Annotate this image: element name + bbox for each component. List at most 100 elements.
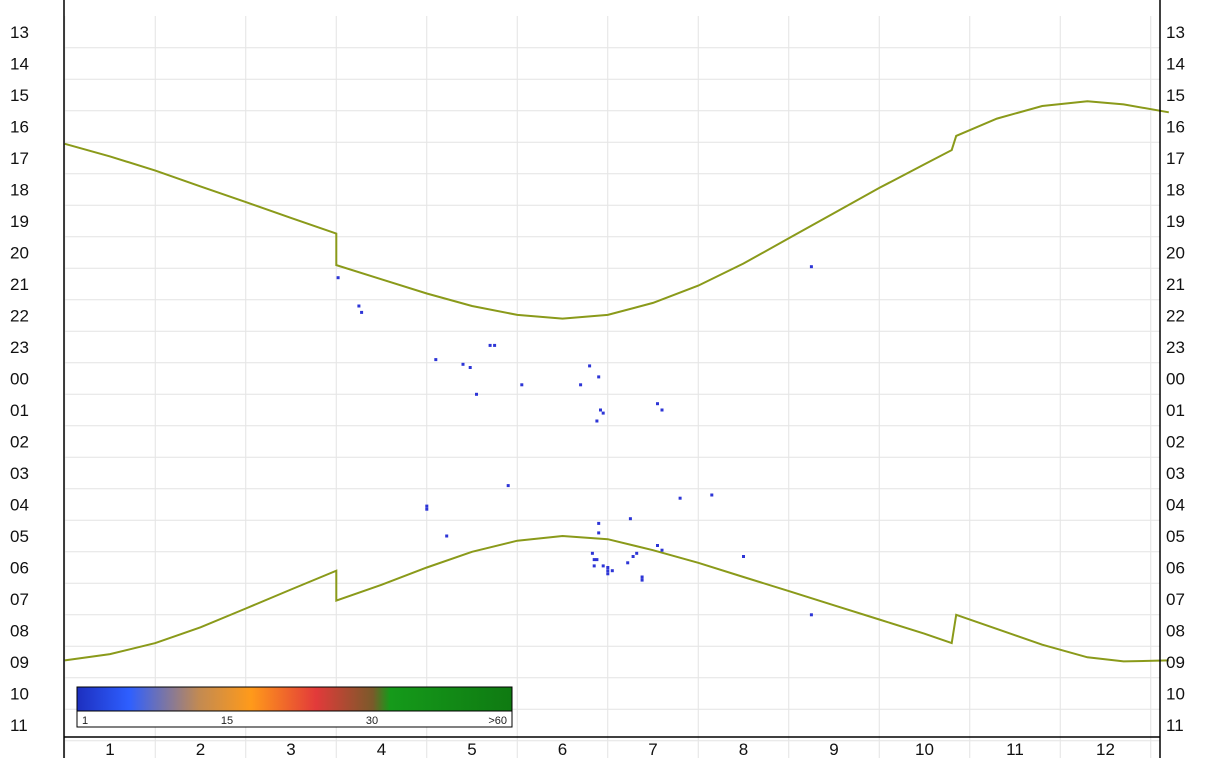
x-tick-label: 9 <box>829 740 838 758</box>
y-tick-label-left: 09 <box>10 653 29 672</box>
curves <box>64 100 1169 663</box>
y-tick-label-left: 00 <box>10 370 29 389</box>
x-tick-label: 5 <box>467 740 476 758</box>
y-tick-label-right: 03 <box>1166 464 1185 483</box>
lower-boundary-curve <box>64 534 1169 663</box>
data-point <box>610 569 614 573</box>
data-point <box>360 310 364 314</box>
data-point <box>597 531 601 535</box>
data-point <box>425 507 429 511</box>
data-point <box>445 534 449 538</box>
y-tick-label-right: 04 <box>1166 496 1185 515</box>
y-tick-label-right: 21 <box>1166 275 1185 294</box>
y-tick-label-left: 21 <box>10 275 29 294</box>
x-tick-label: 8 <box>739 740 748 758</box>
x-tick-labels: 1 2 3 4 5 6 7 8 9 10 11 12 <box>105 740 1115 758</box>
y-tick-label-left: 19 <box>10 212 29 231</box>
y-tick-label-left: 06 <box>10 559 29 578</box>
colorbar-label-strip <box>76 710 513 728</box>
y-tick-label-left: 13 <box>10 23 29 42</box>
y-tick-label-left: 20 <box>10 244 29 263</box>
y-tick-label-left: 16 <box>10 118 29 137</box>
data-point <box>597 375 601 379</box>
grid-lines <box>64 16 1160 758</box>
x-tick-label: 10 <box>915 740 934 758</box>
colorbar-tick-label: 30 <box>366 715 378 727</box>
data-point <box>506 484 510 488</box>
data-point <box>461 362 465 366</box>
data-point <box>809 613 813 617</box>
y-tick-label-left: 10 <box>10 685 29 704</box>
x-tick-label: 2 <box>196 740 205 758</box>
y-tick-label-left: 07 <box>10 590 29 609</box>
y-tick-label-right: 14 <box>1166 55 1185 74</box>
y-tick-label-right: 08 <box>1166 622 1185 641</box>
colorbar-gradient <box>77 687 512 711</box>
x-tick-label: 11 <box>1006 740 1024 758</box>
y-tick-label-right: 15 <box>1166 86 1185 105</box>
colorbar-frame <box>76 686 513 728</box>
data-point <box>710 493 714 497</box>
data-point <box>595 419 599 423</box>
data-point <box>357 304 361 308</box>
y-tick-label-left: 23 <box>10 338 29 357</box>
data-point <box>742 555 745 558</box>
y-tick-label-left: 15 <box>10 86 29 105</box>
data-point <box>468 366 472 369</box>
y-tick-label-right: 13 <box>1166 23 1185 42</box>
data-point <box>606 572 610 576</box>
data-point <box>475 392 478 396</box>
colorbar-tick-label: 15 <box>221 715 233 727</box>
data-point <box>597 521 601 525</box>
x-tick-label: 12 <box>1096 740 1115 758</box>
data-point <box>656 402 659 406</box>
y-tick-label-left: 03 <box>10 464 29 483</box>
y-tick-label-left: 04 <box>10 496 29 515</box>
y-tick-label-right: 01 <box>1166 401 1185 420</box>
x-tick-label: 4 <box>377 740 386 758</box>
y-tick-label-right: 16 <box>1166 118 1185 137</box>
y-tick-label-right: 22 <box>1166 307 1185 326</box>
upper-boundary-curve <box>64 100 1169 320</box>
data-point <box>601 411 605 415</box>
data-point <box>628 517 632 521</box>
data-points <box>336 265 813 617</box>
data-point <box>579 383 583 387</box>
data-point <box>601 564 605 568</box>
y-tick-label-right: 09 <box>1166 653 1185 672</box>
y-tick-labels-left: 13 14 15 16 17 18 19 20 21 22 23 00 01 02 03 04 05 06 07 08… <box>10 23 29 735</box>
data-point <box>488 343 492 347</box>
y-tick-label-right: 10 <box>1166 685 1185 704</box>
y-tick-label-right: 18 <box>1166 181 1185 200</box>
data-point <box>656 544 659 547</box>
x-tick-label: 6 <box>558 740 567 758</box>
data-point <box>606 566 610 569</box>
y-tick-label-left: 18 <box>10 181 29 200</box>
y-tick-label-left: 08 <box>10 622 29 641</box>
data-point <box>606 569 610 573</box>
data-point <box>336 276 340 280</box>
y-tick-label-right: 02 <box>1166 433 1185 452</box>
data-point <box>635 551 639 555</box>
data-point <box>660 408 664 412</box>
colorbar-tick-label: >60 <box>488 715 507 727</box>
data-point <box>631 555 635 558</box>
x-tick-label: 7 <box>648 740 657 758</box>
data-point <box>595 558 599 562</box>
y-tick-label-left: 22 <box>10 307 29 326</box>
data-point <box>626 561 630 565</box>
y-tick-label-right: 20 <box>1166 244 1185 263</box>
data-point <box>590 551 594 555</box>
y-tick-label-left: 17 <box>10 149 29 168</box>
y-tick-label-right: 07 <box>1166 590 1185 609</box>
y-tick-label-left: 05 <box>10 527 29 546</box>
data-point <box>809 265 813 269</box>
data-point <box>425 504 429 508</box>
data-point <box>592 564 596 568</box>
colorbar: 1 15 30 >60 <box>76 686 513 728</box>
data-point <box>678 496 682 500</box>
data-point <box>599 408 602 412</box>
y-tick-label-left: 14 <box>10 55 29 74</box>
y-tick-label-left: 02 <box>10 433 29 452</box>
